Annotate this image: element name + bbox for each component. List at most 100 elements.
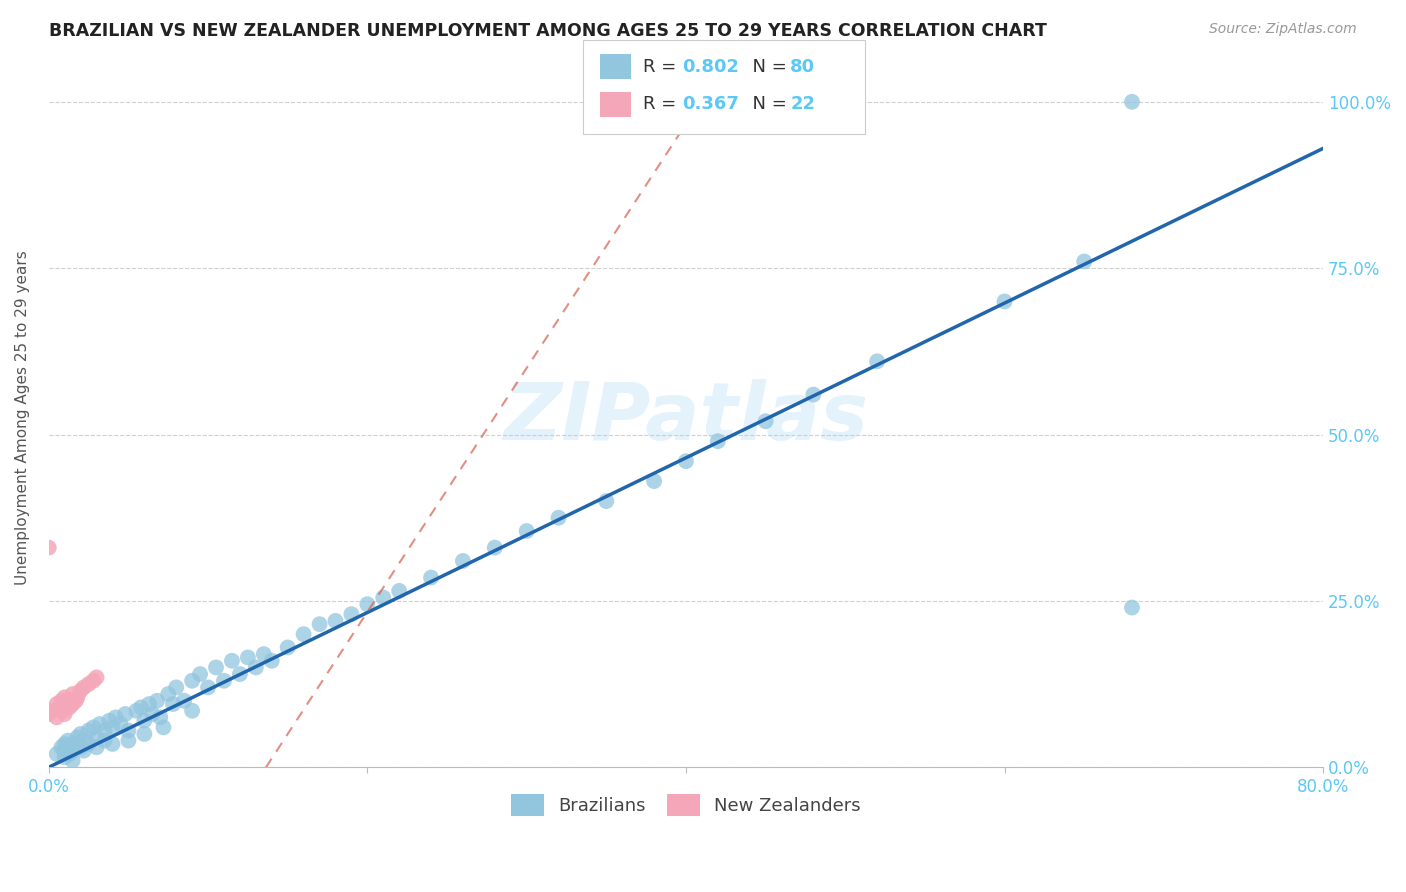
Point — [420, 571, 443, 585]
Point — [197, 681, 219, 695]
Point — [117, 733, 139, 747]
Point — [58, 747, 80, 761]
Text: 80: 80 — [790, 58, 815, 76]
Point — [69, 740, 91, 755]
Point — [42, 704, 65, 718]
Point — [114, 706, 136, 721]
Point — [56, 733, 79, 747]
Point — [356, 597, 378, 611]
Point — [325, 614, 347, 628]
Point — [62, 737, 84, 751]
Point — [53, 744, 76, 758]
Point — [162, 697, 184, 711]
Text: R =: R = — [643, 58, 682, 76]
Point — [340, 607, 363, 622]
Point — [38, 706, 60, 721]
Point — [51, 694, 73, 708]
Point — [77, 677, 100, 691]
Point — [157, 687, 180, 701]
Point — [69, 683, 91, 698]
Text: ZIPatlas: ZIPatlas — [503, 379, 869, 457]
Point — [308, 617, 330, 632]
Point — [1121, 600, 1143, 615]
Point — [53, 690, 76, 705]
Point — [101, 737, 124, 751]
Point — [707, 434, 730, 449]
Point — [181, 673, 204, 688]
Point — [245, 660, 267, 674]
Point — [53, 706, 76, 721]
Point — [62, 687, 84, 701]
Point — [73, 733, 96, 747]
Point — [595, 494, 617, 508]
Point — [292, 627, 315, 641]
Point — [45, 710, 67, 724]
Point — [93, 733, 115, 747]
Point — [484, 541, 506, 555]
Point — [152, 720, 174, 734]
Point — [53, 737, 76, 751]
Point — [146, 694, 169, 708]
Point — [86, 670, 108, 684]
Point — [134, 727, 156, 741]
Point — [277, 640, 299, 655]
Point — [73, 681, 96, 695]
Text: 0.802: 0.802 — [682, 58, 740, 76]
Point — [221, 654, 243, 668]
Point — [373, 591, 395, 605]
Point — [755, 414, 778, 428]
Point — [62, 754, 84, 768]
Point — [993, 294, 1015, 309]
Point — [134, 714, 156, 728]
Point — [77, 737, 100, 751]
Point — [866, 354, 889, 368]
Point — [675, 454, 697, 468]
Point — [77, 723, 100, 738]
Point — [643, 474, 665, 488]
Point — [104, 710, 127, 724]
Point — [229, 667, 252, 681]
Point — [82, 673, 104, 688]
Point — [125, 704, 148, 718]
Text: 0.367: 0.367 — [682, 95, 738, 113]
Text: 22: 22 — [790, 95, 815, 113]
Point — [62, 744, 84, 758]
Point — [49, 700, 72, 714]
Text: N =: N = — [741, 95, 793, 113]
Point — [803, 387, 825, 401]
Point — [253, 647, 276, 661]
Point — [117, 723, 139, 738]
Point — [45, 697, 67, 711]
Point — [56, 694, 79, 708]
Point — [260, 654, 283, 668]
Point — [82, 720, 104, 734]
Point — [86, 731, 108, 745]
Point — [65, 694, 87, 708]
Text: R =: R = — [643, 95, 682, 113]
Point — [236, 650, 259, 665]
Point — [98, 714, 121, 728]
Point — [58, 700, 80, 714]
Point — [93, 723, 115, 738]
Point — [66, 731, 89, 745]
Point — [188, 667, 211, 681]
Legend: Brazilians, New Zealanders: Brazilians, New Zealanders — [502, 785, 870, 824]
Point — [86, 740, 108, 755]
Point — [73, 744, 96, 758]
Point — [516, 524, 538, 538]
Text: N =: N = — [741, 58, 793, 76]
Point — [110, 717, 132, 731]
Point — [149, 710, 172, 724]
Point — [53, 697, 76, 711]
Text: BRAZILIAN VS NEW ZEALANDER UNEMPLOYMENT AMONG AGES 25 TO 29 YEARS CORRELATION CH: BRAZILIAN VS NEW ZEALANDER UNEMPLOYMENT … — [49, 22, 1047, 40]
Point — [62, 697, 84, 711]
Point — [451, 554, 474, 568]
Point — [66, 690, 89, 705]
Point — [1121, 95, 1143, 109]
Point — [52, 704, 75, 718]
Point — [388, 583, 411, 598]
Point — [181, 704, 204, 718]
Point — [212, 673, 235, 688]
Point — [89, 717, 111, 731]
Point — [1073, 254, 1095, 268]
